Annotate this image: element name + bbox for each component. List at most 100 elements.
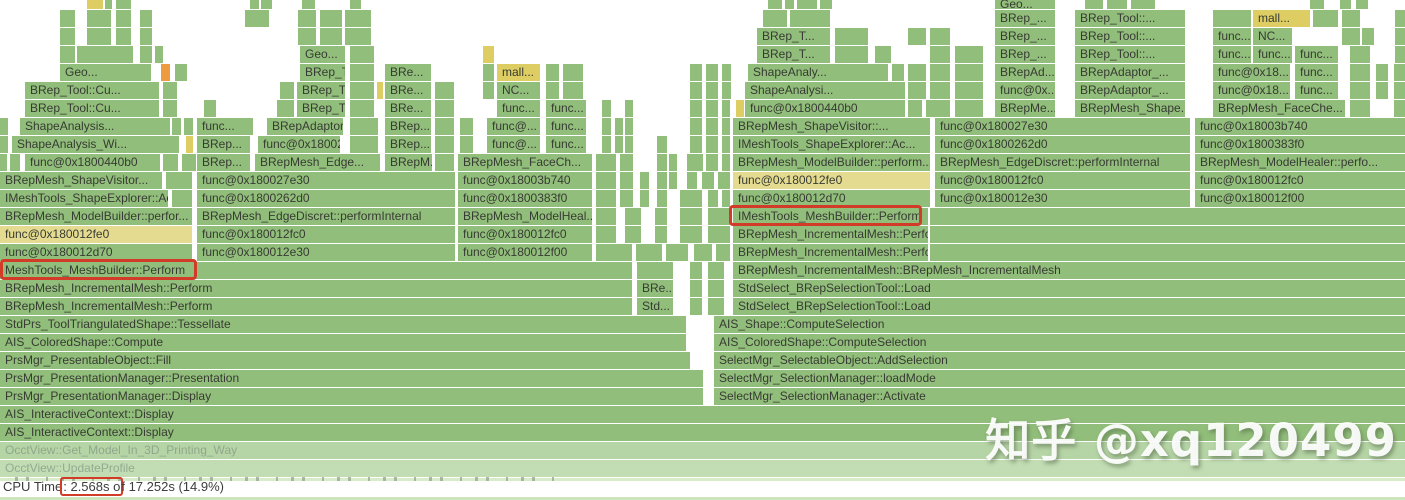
flame-block[interactable]: ShapeAnalysi... — [745, 82, 905, 99]
flame-block[interactable]: mall... — [1253, 10, 1310, 27]
flame-block[interactable]: BRep_Tool::Cu... — [25, 100, 159, 117]
flame-block-unlabeled[interactable] — [930, 244, 1405, 261]
flame-block[interactable]: func@0x1800262d0 — [197, 190, 455, 207]
flame-block[interactable]: func@... — [487, 136, 540, 153]
flame-block[interactable]: BRep_... — [995, 10, 1055, 27]
flame-block-unlabeled[interactable] — [460, 118, 473, 135]
flame-block[interactable]: func@0x1800383f0 — [1195, 136, 1405, 153]
flame-block[interactable]: func@0x18002... — [258, 136, 340, 153]
flame-block-unlabeled[interactable] — [350, 82, 374, 99]
flame-block-unlabeled[interactable] — [0, 118, 8, 135]
flame-block-unlabeled[interactable] — [345, 10, 371, 27]
flame-block-unlabeled[interactable] — [620, 154, 633, 171]
flame-block-unlabeled[interactable] — [596, 172, 616, 189]
flame-block-unlabeled[interactable] — [785, 0, 794, 9]
flame-block[interactable]: PrsMgr_PresentationManager::Display — [0, 388, 703, 405]
flame-block[interactable]: BRepMe... — [995, 100, 1055, 117]
flame-block-unlabeled[interactable] — [930, 46, 950, 63]
flame-block-unlabeled[interactable] — [690, 298, 702, 315]
flame-block-unlabeled[interactable] — [1350, 100, 1370, 117]
flame-block[interactable]: BRepMesh_IncrementalMesh::Perform — [0, 298, 632, 315]
flame-block-unlabeled[interactable] — [1131, 0, 1155, 9]
flame-block-unlabeled[interactable] — [116, 28, 131, 45]
flame-block[interactable]: BRepMesh_ShapeVisitor::... — [733, 118, 930, 135]
flame-block-unlabeled[interactable] — [350, 46, 374, 63]
flame-block[interactable]: BRep_Too... — [297, 82, 345, 99]
flame-block[interactable]: func... — [197, 118, 253, 135]
flame-block-unlabeled[interactable] — [1342, 28, 1360, 45]
flame-block[interactable]: AIS_ColoredShape::ComputeSelection — [714, 334, 1405, 351]
flame-block[interactable]: BRepMesh_ShapeVisitor... — [0, 172, 162, 189]
flame-block-unlabeled[interactable] — [245, 10, 269, 27]
flame-block-unlabeled[interactable] — [596, 154, 616, 171]
flame-block-unlabeled[interactable] — [1342, 10, 1360, 27]
flame-block[interactable]: BRepMesh_IncrementalMesh::BRepMesh_Incre… — [733, 262, 1405, 279]
flame-block[interactable]: BRepMesh_IncrementalMesh::Perform — [733, 226, 928, 243]
flame-block[interactable]: func@0x180012fc0 — [935, 172, 1190, 189]
flame-block[interactable]: BRep... — [197, 136, 250, 153]
flame-block-unlabeled[interactable] — [0, 478, 1405, 483]
flame-block-unlabeled[interactable] — [640, 172, 649, 189]
flame-block[interactable]: BRepMesh_ModelBuilder::perform... — [733, 154, 930, 171]
flame-block-unlabeled[interactable] — [596, 190, 616, 207]
flame-block[interactable]: OcctView::Get_Model_In_3D_Printing_Way — [0, 442, 1405, 459]
flame-block-unlabeled[interactable] — [708, 226, 730, 243]
flame-block[interactable]: func... — [497, 100, 540, 117]
flame-block[interactable]: BRepMesh_Edge... — [255, 154, 380, 171]
flame-block-unlabeled[interactable] — [620, 190, 633, 207]
flame-block-unlabeled[interactable] — [1362, 28, 1374, 45]
flame-block[interactable]: BRep_... — [995, 46, 1055, 63]
flame-block-unlabeled[interactable] — [563, 82, 583, 99]
flame-block-unlabeled[interactable] — [155, 46, 163, 63]
flame-block[interactable]: func... — [546, 136, 586, 153]
flame-block[interactable]: BRep... — [197, 154, 250, 171]
flame-block[interactable]: func@0x1800440b0 — [745, 100, 905, 117]
flame-block-unlabeled[interactable] — [908, 100, 922, 117]
flame-block[interactable]: func@0x... — [995, 82, 1055, 99]
flame-block-unlabeled[interactable] — [722, 154, 730, 171]
flame-block-unlabeled[interactable] — [690, 100, 702, 117]
flame-block-unlabeled[interactable] — [377, 82, 383, 99]
flame-block[interactable]: func... — [1253, 46, 1292, 63]
flame-block-unlabeled[interactable] — [350, 0, 361, 9]
flame-block[interactable]: func@0x180012d70 — [0, 244, 192, 261]
flame-block[interactable]: func... — [1295, 64, 1338, 81]
flame-block[interactable]: func... — [546, 118, 586, 135]
flame-block-unlabeled[interactable] — [1350, 46, 1370, 63]
flame-block-unlabeled[interactable] — [820, 0, 832, 9]
flame-block-unlabeled[interactable] — [320, 28, 342, 45]
flame-block-unlabeled[interactable] — [350, 118, 378, 135]
flame-block-unlabeled[interactable] — [602, 100, 611, 117]
flame-block-unlabeled[interactable] — [908, 64, 926, 81]
flame-block-unlabeled[interactable] — [1313, 10, 1338, 27]
flame-block[interactable]: BRep_Tool::... — [1075, 10, 1185, 27]
flame-block-unlabeled[interactable] — [60, 28, 75, 45]
flame-block-unlabeled[interactable] — [722, 190, 730, 207]
flame-block-unlabeled[interactable] — [483, 46, 494, 63]
flame-block-unlabeled[interactable] — [835, 28, 868, 45]
flame-block[interactable]: StdPrs_ToolTriangulatedShape::Tessellate — [0, 316, 686, 333]
flame-block-unlabeled[interactable] — [797, 0, 817, 9]
flame-block[interactable]: BRep... — [385, 136, 431, 153]
flame-block[interactable]: func... — [1295, 82, 1338, 99]
flame-block-unlabeled[interactable] — [736, 100, 744, 117]
flame-block-unlabeled[interactable] — [546, 82, 559, 99]
flame-block-unlabeled[interactable] — [657, 172, 667, 189]
flame-block[interactable]: BRepAd... — [995, 64, 1055, 81]
flame-block-unlabeled[interactable] — [722, 100, 730, 117]
flame-block[interactable]: func@0x180012e30 — [935, 190, 1190, 207]
flame-block-unlabeled[interactable] — [1356, 0, 1368, 9]
flame-block-unlabeled[interactable] — [669, 154, 677, 171]
flame-block[interactable]: BRepMesh_ModelHealer::perfo... — [1195, 154, 1405, 171]
flame-block-unlabeled[interactable] — [460, 136, 473, 153]
flame-block-unlabeled[interactable] — [722, 136, 730, 153]
flame-block-unlabeled[interactable] — [708, 280, 724, 297]
flame-block-unlabeled[interactable] — [708, 190, 718, 207]
flame-block[interactable]: IMeshTools_MeshBuilder::Perform — [733, 208, 928, 225]
flame-block-unlabeled[interactable] — [435, 118, 454, 135]
flame-block-unlabeled[interactable] — [636, 244, 662, 261]
flame-block-unlabeled[interactable] — [708, 262, 724, 279]
flame-block-unlabeled[interactable] — [1395, 10, 1405, 27]
flame-block[interactable]: IMeshTools_ShapeExplorer::Ac... — [733, 136, 930, 153]
flame-block-unlabeled[interactable] — [657, 136, 667, 153]
